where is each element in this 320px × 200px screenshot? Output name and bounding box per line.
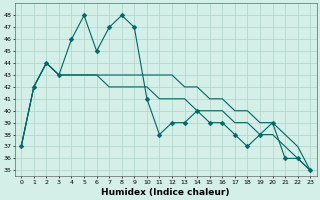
X-axis label: Humidex (Indice chaleur): Humidex (Indice chaleur): [101, 188, 230, 197]
